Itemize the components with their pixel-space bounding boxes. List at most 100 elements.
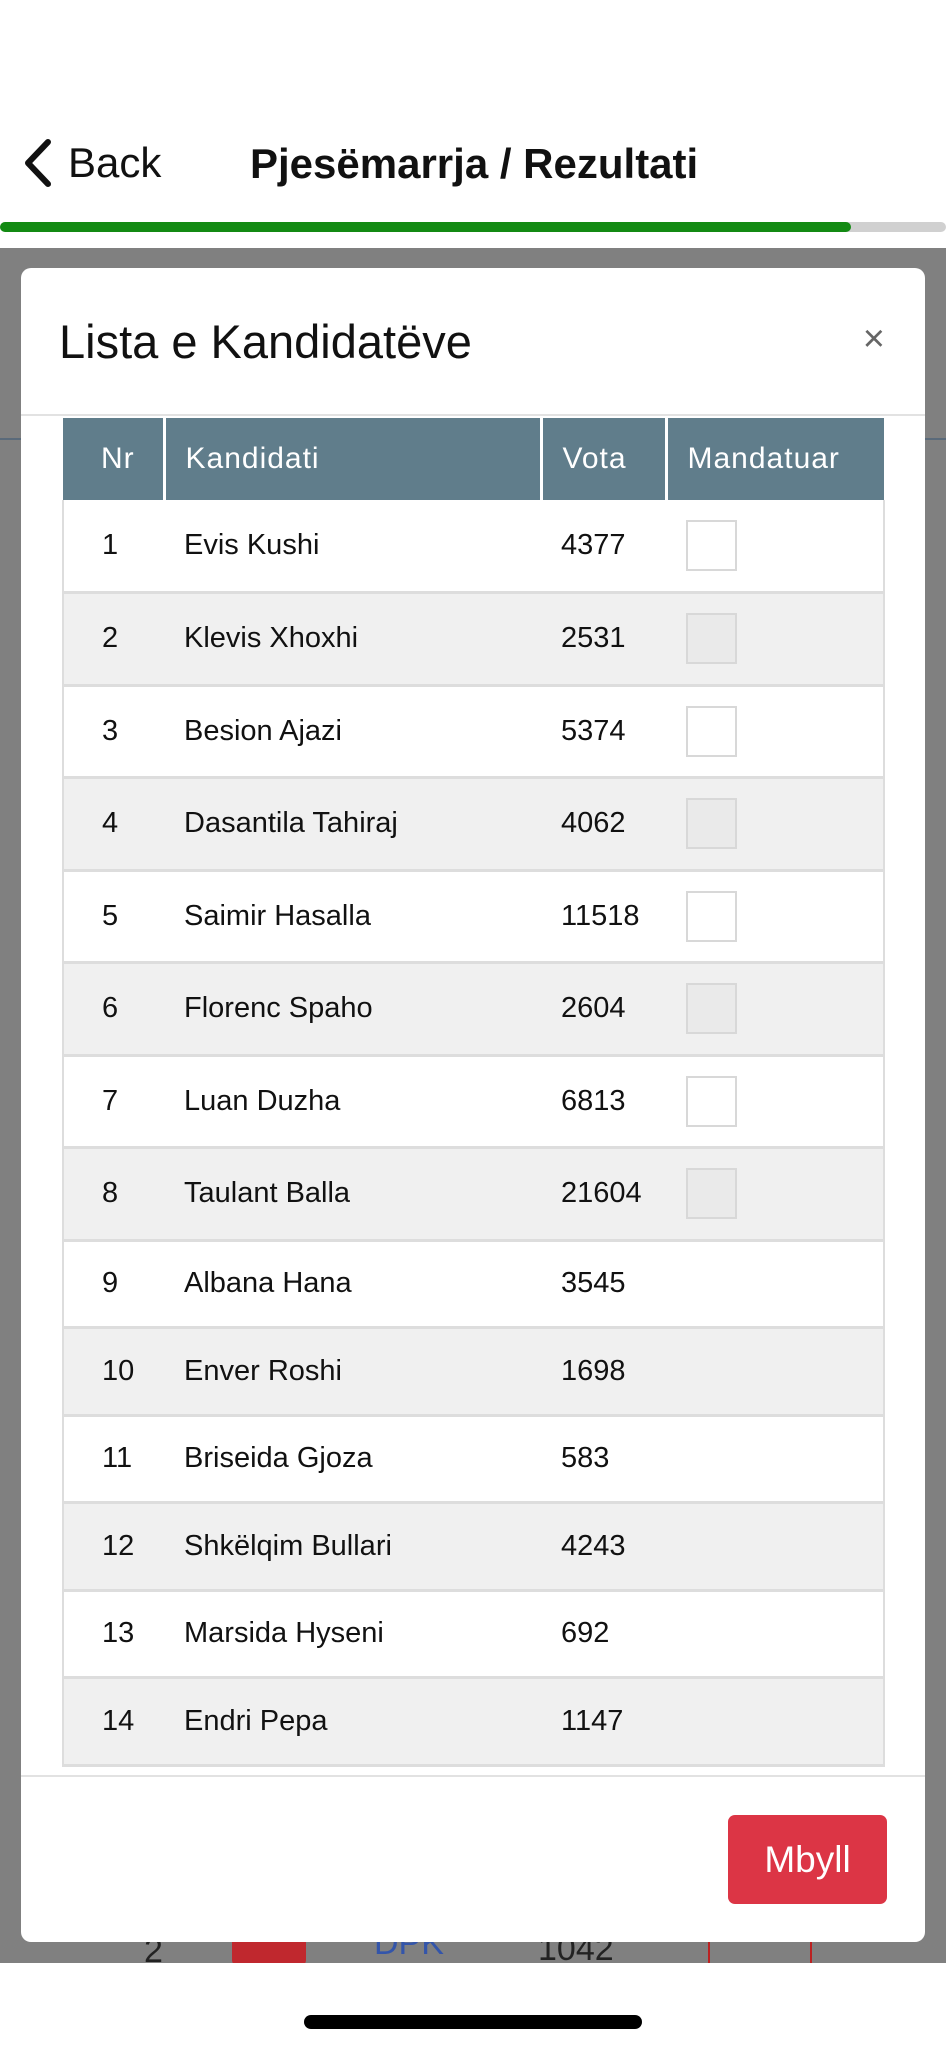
table-row: 3 Besion Ajazi 5374 (62, 685, 885, 779)
cell-mandatuar (666, 1415, 885, 1504)
cell-nr: 6 (62, 962, 164, 1057)
table-row: 14 Endri Pepa 1147 (62, 1677, 885, 1767)
cell-nr: 4 (62, 777, 164, 872)
cell-candidate: Shkëlqim Bullari (164, 1502, 541, 1592)
column-header-mandatuar: Mandatuar (666, 418, 884, 500)
cell-votes: 21604 (541, 1147, 666, 1242)
page-title: Pjesëmarrja / Rezultati (250, 140, 699, 187)
table-row: 11 Briseida Gjoza 583 (62, 1415, 885, 1504)
cell-votes: 4377 (541, 500, 666, 594)
cell-votes: 2531 (541, 592, 666, 687)
cell-candidate: Luan Duzha (164, 1055, 541, 1149)
mandatuar-checkbox[interactable] (686, 1075, 737, 1127)
mandatuar-checkbox[interactable] (686, 890, 737, 942)
cell-votes: 583 (541, 1415, 666, 1504)
background-divider (810, 1926, 812, 1970)
modal-title: Lista e Kandidatëve (59, 315, 472, 368)
mandatuar-checkbox[interactable] (686, 705, 737, 757)
table-row: 8 Taulant Balla 21604 (62, 1147, 885, 1242)
table-row: 6 Florenc Spaho 2604 (62, 962, 885, 1057)
cell-candidate: Endri Pepa (164, 1677, 541, 1767)
home-indicator-area (0, 1963, 946, 2048)
close-button[interactable]: Mbyll (728, 1815, 887, 1904)
cell-mandatuar (666, 1327, 885, 1417)
cell-nr: 11 (62, 1415, 164, 1504)
cell-candidate: Florenc Spaho (164, 962, 541, 1057)
cell-mandatuar (666, 1502, 885, 1592)
candidates-table: Nr Kandidati Vota Mandatuar 1 Evis Kushi 4… (62, 418, 885, 1767)
cell-nr: 9 (62, 1240, 164, 1329)
cell-votes: 4062 (541, 777, 666, 872)
cell-candidate: Briseida Gjoza (164, 1415, 541, 1504)
table-row: 2 Klevis Xhoxhi 2531 (62, 592, 885, 687)
table-row: 13 Marsida Hyseni 692 (62, 1590, 885, 1679)
cell-mandatuar (666, 500, 885, 594)
mandatuar-checkbox[interactable] (686, 983, 737, 1035)
table-row: 5 Saimir Hasalla 11518 (62, 870, 885, 964)
close-icon[interactable]: × (862, 318, 885, 360)
back-label: Back (68, 139, 162, 186)
cell-votes: 1698 (541, 1327, 666, 1417)
back-button[interactable]: Back (20, 138, 161, 188)
column-header-vota: Vota (541, 418, 668, 500)
cell-candidate: Evis Kushi (164, 500, 541, 594)
cell-nr: 2 (62, 592, 164, 687)
table-row: 4 Dasantila Tahiraj 4062 (62, 777, 885, 872)
cell-mandatuar (666, 592, 885, 687)
table-row: 12 Shkëlqim Bullari 4243 (62, 1502, 885, 1592)
table-row: 10 Enver Roshi 1698 (62, 1327, 885, 1417)
cell-candidate: Marsida Hyseni (164, 1590, 541, 1679)
cell-nr: 10 (62, 1327, 164, 1417)
modal-header: Lista e Kandidatëve × (21, 268, 925, 416)
cell-mandatuar (666, 1055, 885, 1149)
candidates-modal: Lista e Kandidatëve × Nr Kandidati Vota … (21, 268, 925, 1942)
cell-votes: 5374 (541, 685, 666, 779)
cell-votes: 11518 (541, 870, 666, 964)
cell-votes: 1147 (541, 1677, 666, 1767)
cell-votes: 4243 (541, 1502, 666, 1592)
mandatuar-checkbox[interactable] (686, 1168, 737, 1220)
cell-candidate: Taulant Balla (164, 1147, 541, 1242)
cell-mandatuar (666, 1147, 885, 1242)
cell-candidate: Klevis Xhoxhi (164, 592, 541, 687)
cell-nr: 14 (62, 1677, 164, 1767)
cell-mandatuar (666, 777, 885, 872)
cell-candidate: Saimir Hasalla (164, 870, 541, 964)
cell-mandatuar (666, 1240, 885, 1329)
cell-mandatuar (666, 685, 885, 779)
cell-nr: 12 (62, 1502, 164, 1592)
progress-fill (0, 222, 852, 232)
progress-bar (0, 222, 946, 232)
cell-mandatuar (666, 1590, 885, 1679)
modal-body[interactable]: Nr Kandidati Vota Mandatuar 1 Evis Kushi 4… (21, 418, 925, 1775)
table-row: 7 Luan Duzha 6813 (62, 1055, 885, 1149)
cell-mandatuar (666, 870, 885, 964)
cell-candidate: Dasantila Tahiraj (164, 777, 541, 872)
cell-candidate: Enver Roshi (164, 1327, 541, 1417)
column-header-kandidati: Kandidati (164, 418, 543, 500)
background-divider (708, 1926, 710, 1970)
mandatuar-checkbox[interactable] (686, 798, 737, 850)
cell-nr: 13 (62, 1590, 164, 1679)
modal-footer: Mbyll (21, 1775, 925, 1942)
cell-votes: 3545 (541, 1240, 666, 1329)
mandatuar-checkbox[interactable] (686, 613, 737, 665)
cell-candidate: Albana Hana (164, 1240, 541, 1329)
cell-mandatuar (666, 962, 885, 1057)
cell-mandatuar (666, 1677, 885, 1767)
cell-candidate: Besion Ajazi (164, 685, 541, 779)
cell-nr: 3 (62, 685, 164, 779)
table-row: 9 Albana Hana 3545 (62, 1240, 885, 1329)
chevron-left-icon (25, 139, 51, 187)
cell-nr: 7 (62, 1055, 164, 1149)
cell-nr: 5 (62, 870, 164, 964)
table-row: 1 Evis Kushi 4377 (62, 500, 885, 594)
home-indicator (304, 2015, 642, 2029)
cell-nr: 1 (62, 500, 164, 594)
mandatuar-checkbox[interactable] (686, 520, 737, 571)
cell-votes: 692 (541, 1590, 666, 1679)
nav-bar: Back Pjesëmarrja / Rezultati (0, 0, 946, 248)
column-header-nr: Nr (63, 418, 166, 500)
cell-nr: 8 (62, 1147, 164, 1242)
cell-votes: 6813 (541, 1055, 666, 1149)
